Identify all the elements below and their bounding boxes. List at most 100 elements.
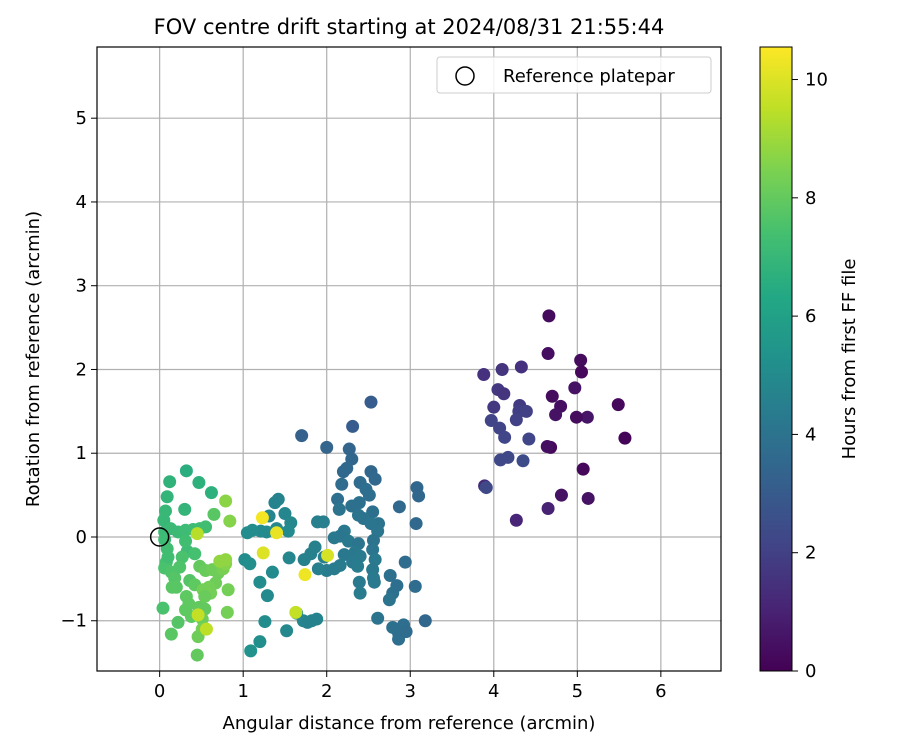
scatter-point [569,410,583,424]
data-points [156,309,632,662]
scatter-point [191,608,205,622]
scatter-point [204,486,218,500]
scatter-point [171,615,185,629]
scatter-point [611,398,625,412]
scatter-point [580,410,594,424]
scatter-point [341,534,355,548]
scatter-point [332,502,346,516]
scatter-point [255,511,269,525]
scatter-point [223,514,237,528]
scatter-point [353,586,367,600]
scatter-point [316,515,330,529]
scatter-point [258,615,272,629]
scatter-point [270,526,284,540]
scatter-point [244,644,258,658]
colorbar-gradient [759,46,793,672]
scatter-point [280,624,294,638]
colorbar-tick-label: 8 [805,188,816,209]
legend-box [436,56,712,94]
scatter-point [541,502,555,516]
scatter-point [383,569,397,583]
scatter-point [179,464,193,478]
scatter-point [540,440,554,454]
scatter-point [366,505,380,519]
scatter-point [213,554,227,568]
y-tick-label: 1 [76,443,87,464]
x-axis-ticks: 0 1 2 3 4 5 6 [154,671,667,702]
scatter-point [346,419,360,433]
x-tick-label: 3 [405,681,416,702]
scatter-point [190,527,204,541]
y-axis-ticks: −1 0 1 2 3 4 5 [60,108,97,632]
scatter-point [190,648,204,662]
reference-platepar-marker [149,527,170,547]
scatter-point [256,546,270,560]
scatter-point [164,627,178,641]
x-tick-label: 0 [154,681,165,702]
scatter-point [260,589,274,603]
colorbar-tick-label: 0 [805,661,816,682]
scatter-point [337,548,351,562]
scatter-point [498,430,512,444]
scatter-point [243,557,257,571]
scatter-point [541,347,555,361]
scatter-point [392,500,406,514]
scatter-point [509,413,523,427]
scatter-point [398,555,412,569]
scatter-point [199,622,213,636]
y-tick-label: 3 [76,276,87,297]
scatter-point [368,472,382,486]
scatter-point [522,432,536,446]
colorbar-tick-label: 6 [805,306,816,327]
scatter-point [198,589,212,603]
scatter-point [278,507,292,521]
scatter-point [382,593,396,607]
y-tick-label: 0 [76,527,87,548]
scatter-point [245,523,259,537]
scatter-point [509,513,523,527]
scatter-point [576,462,590,476]
scatter-point [568,381,582,395]
scatter-point [301,615,315,629]
scatter-point [574,353,588,367]
y-tick-label: 2 [76,359,87,380]
scatter-point [581,491,595,505]
scatter-point [479,481,493,495]
reference-marker-layer [149,527,170,547]
scatter-point [352,575,366,589]
y-axis-label: Rotation from reference (arcmin) [23,211,44,507]
scatter-point [289,605,303,619]
scatter-point [362,488,376,502]
scatter-point [484,414,498,428]
scatter-point [207,507,221,521]
scatter-point [321,548,335,562]
scatter-point [412,489,426,503]
legend-label: Reference platepar [503,66,675,87]
scatter-point [549,408,563,422]
scatter-point [409,517,423,531]
scatter-point [188,547,202,561]
scatter-point [418,614,432,628]
scatter-point [574,365,588,379]
scatter-point [281,524,295,538]
scatter-point [495,362,509,376]
colorbar: 0 2 4 6 8 10 Hours from first FF file [759,46,860,682]
scatter-point [514,360,528,374]
x-tick-label: 5 [572,681,583,702]
scatter-point [497,387,511,401]
x-tick-label: 1 [237,681,248,702]
scatter-point [477,367,491,381]
scatter-point [219,494,233,508]
legend-marker-icon [455,66,475,86]
scatter-point [253,635,267,649]
scatter-point [178,502,192,516]
scatter-point [282,551,296,565]
scatter-point [173,560,187,574]
scatter-point [191,630,205,644]
scatter-point [618,431,632,445]
scatter-point [408,579,422,593]
scatter-point [542,309,556,323]
scatter-point [371,611,385,625]
legend: Reference platepar [436,56,712,94]
scatter-point [367,575,381,589]
